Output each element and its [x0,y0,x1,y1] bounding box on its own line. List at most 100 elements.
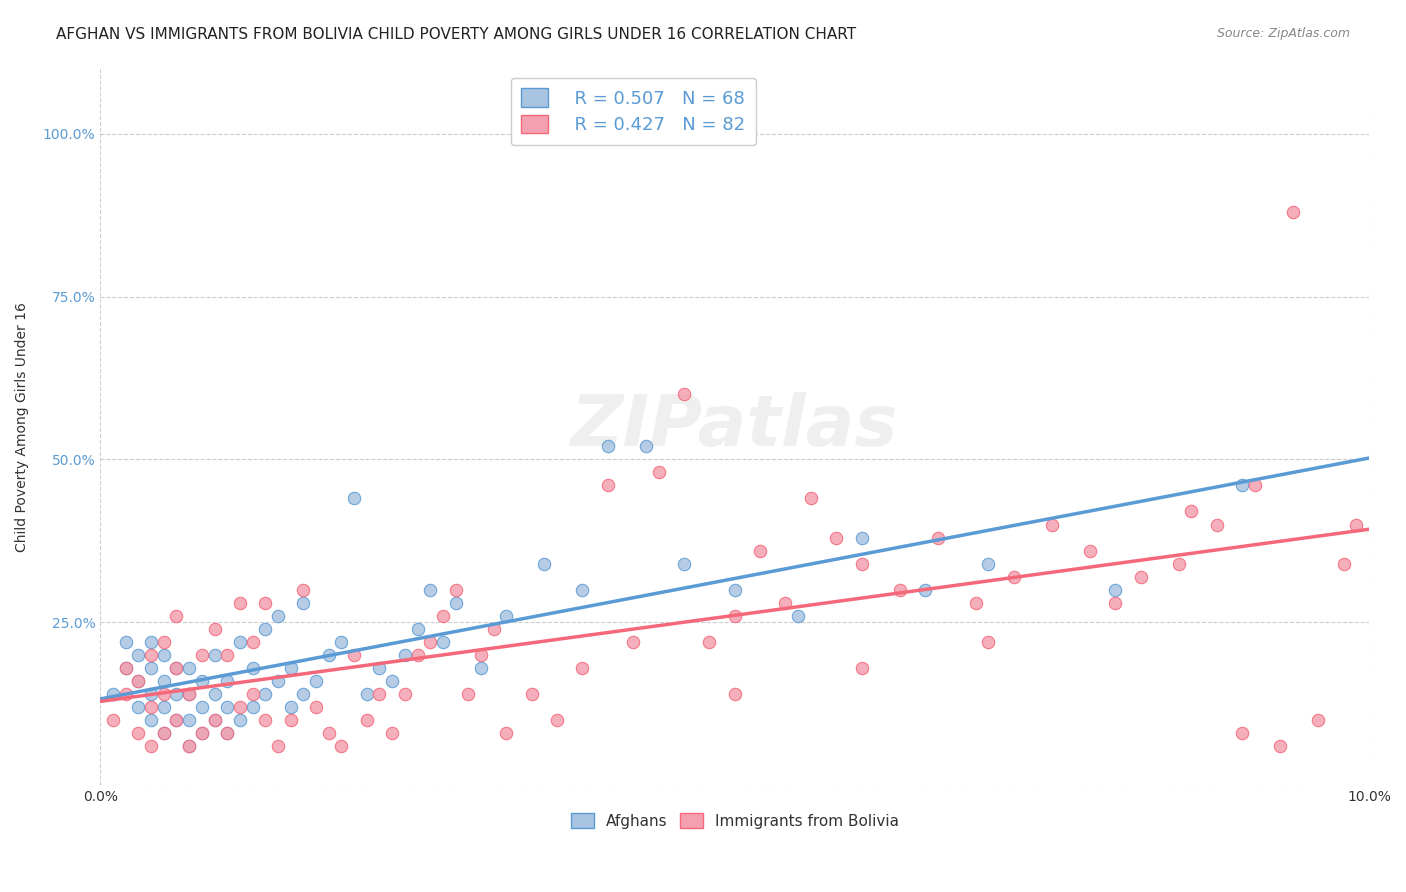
Point [280,700,302,714]
Point [139,687,162,701]
Point [292,582,315,597]
Point [179,687,201,701]
Point [166,687,188,701]
Point [381,673,404,688]
Point [267,673,290,688]
Point [204,687,226,701]
Point [153,726,176,740]
Point [153,726,176,740]
Point [965,596,987,610]
Point [114,634,136,648]
Point [381,726,404,740]
Point [242,634,264,648]
Point [318,648,340,662]
Point [851,661,873,675]
Point [343,648,366,662]
Point [571,661,593,675]
Point [1230,478,1253,492]
Point [166,713,188,727]
Point [571,582,593,597]
Point [127,673,149,688]
Point [153,700,176,714]
Point [787,608,810,623]
Point [254,687,277,701]
Point [139,634,162,648]
Point [204,648,226,662]
Point [470,661,492,675]
Point [419,634,441,648]
Point [153,673,176,688]
Point [139,661,162,675]
Point [191,726,214,740]
Point [1244,478,1267,492]
Point [254,596,277,610]
Point [1230,726,1253,740]
Point [775,596,797,610]
Point [127,700,149,714]
Point [470,648,492,662]
Point [217,726,239,740]
Point [444,582,467,597]
Point [191,673,214,688]
Point [330,739,353,753]
Point [330,634,353,648]
Point [495,726,517,740]
Point [927,531,949,545]
Point [356,713,378,727]
Point [242,687,264,701]
Point [647,466,669,480]
Point [977,634,1000,648]
Point [406,622,429,636]
Point [229,634,252,648]
Text: ZIPatlas: ZIPatlas [571,392,898,461]
Point [101,713,124,727]
Point [1205,517,1227,532]
Point [699,634,721,648]
Point [139,713,162,727]
Point [280,661,302,675]
Point [419,582,441,597]
Point [114,687,136,701]
Point [1180,504,1202,518]
Point [166,713,188,727]
Point [432,608,454,623]
Point [229,596,252,610]
Point [368,687,391,701]
Point [1282,204,1305,219]
Point [139,739,162,753]
Point [1346,517,1368,532]
Point [179,661,201,675]
Point [1078,543,1101,558]
Point [127,673,149,688]
Point [444,596,467,610]
Point [139,648,162,662]
Point [191,726,214,740]
Point [191,648,214,662]
Point [851,531,873,545]
Point [242,661,264,675]
Point [1308,713,1330,727]
Point [394,687,416,701]
Text: Source: ZipAtlas.com: Source: ZipAtlas.com [1216,27,1350,40]
Point [292,687,315,701]
Point [1040,517,1063,532]
Point [204,713,226,727]
Point [267,608,290,623]
Point [217,700,239,714]
Y-axis label: Child Poverty Among Girls Under 16: Child Poverty Among Girls Under 16 [15,301,30,552]
Point [179,739,201,753]
Point [204,713,226,727]
Point [520,687,543,701]
Point [179,739,201,753]
Point [800,491,823,506]
Point [368,661,391,675]
Point [406,648,429,662]
Point [292,596,315,610]
Point [1333,557,1355,571]
Point [217,648,239,662]
Text: AFGHAN VS IMMIGRANTS FROM BOLIVIA CHILD POVERTY AMONG GIRLS UNDER 16 CORRELATION: AFGHAN VS IMMIGRANTS FROM BOLIVIA CHILD … [56,27,856,42]
Point [977,557,1000,571]
Point [672,557,695,571]
Point [634,439,657,453]
Point [356,687,378,701]
